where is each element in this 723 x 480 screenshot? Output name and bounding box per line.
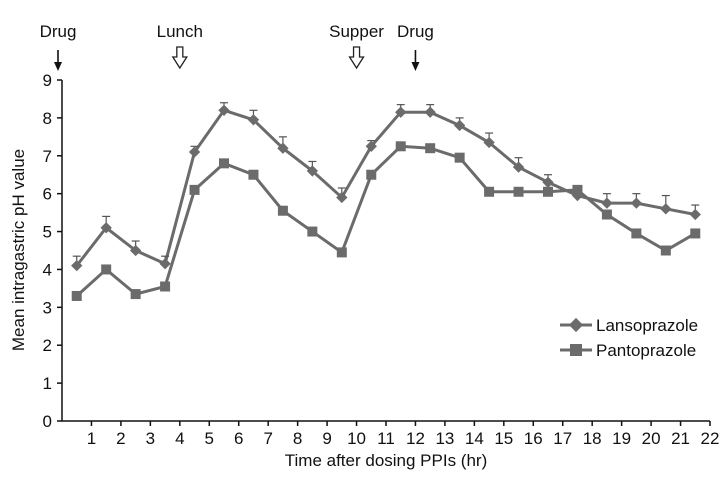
data-point-pantoprazole (307, 226, 318, 237)
legend: Lansoprazole Pantoprazole (560, 316, 698, 360)
x-tick-label: 22 (701, 429, 720, 448)
legend-marker-pantoprazole (570, 344, 582, 356)
hollow-arrow-down-icon (171, 46, 189, 70)
x-tick-label: 20 (642, 429, 661, 448)
data-point-pantoprazole (395, 141, 406, 152)
data-point-lansoprazole (336, 191, 348, 204)
x-tick-label: 4 (175, 429, 184, 448)
y-tick-label: 3 (43, 298, 52, 317)
data-point-lansoprazole (542, 176, 554, 188)
data-point-lansoprazole (483, 136, 495, 149)
x-tick-label: 14 (465, 429, 484, 448)
data-point-pantoprazole (543, 186, 553, 197)
data-point-lansoprazole (129, 244, 142, 257)
x-tick-label: 9 (322, 429, 331, 448)
legend-marker-lansoprazole (568, 317, 584, 333)
data-point-lansoprazole (689, 208, 701, 221)
y-axis-ticks: 0 1 2 3 4 5 6 7 8 9 (43, 71, 62, 431)
x-tick-label: 18 (583, 429, 602, 448)
data-point-lansoprazole (601, 197, 613, 209)
event-label-drug: Drug (397, 22, 434, 41)
x-axis-title: Time after dosing PPIs (hr) (285, 451, 488, 470)
x-tick-label: 15 (494, 429, 513, 448)
arrowhead-icon (411, 62, 420, 71)
y-tick-label: 1 (43, 374, 52, 393)
data-point-pantoprazole (425, 143, 436, 154)
event-label-lunch: Lunch (157, 22, 203, 41)
x-tick-label: 2 (116, 429, 125, 448)
data-point-pantoprazole (366, 169, 377, 180)
series-line-lansoprazole (75, 108, 696, 267)
event-label-drug: Drug (40, 22, 77, 41)
y-tick-label: 8 (43, 109, 52, 128)
data-point-pantoprazole (631, 228, 642, 239)
y-tick-label: 2 (43, 336, 52, 355)
x-tick-label: 12 (406, 429, 425, 448)
data-point-pantoprazole (572, 184, 583, 195)
x-tick-label: 16 (524, 429, 543, 448)
arrowhead-icon (54, 62, 62, 71)
legend-label-lansoprazole: Lansoprazole (596, 316, 698, 335)
data-point-lansoprazole (306, 165, 319, 177)
data-point-pantoprazole (454, 152, 465, 163)
x-tick-label: 19 (612, 429, 631, 448)
data-point-lansoprazole (660, 203, 672, 215)
data-point-pantoprazole (101, 264, 112, 275)
x-axis-ticks: 1 2 3 4 5 6 7 8 9 10 11 12 13 14 15 16 17 18 19 20 21 22 (87, 421, 720, 448)
x-tick-label: 17 (553, 429, 572, 448)
data-point-lansoprazole (424, 106, 436, 118)
series-markers (71, 104, 701, 301)
x-tick-label: 11 (377, 429, 395, 448)
x-tick-label: 21 (671, 429, 690, 448)
data-point-lansoprazole (277, 142, 289, 154)
y-tick-label: 0 (43, 412, 52, 431)
event-annotations: Drug Lunch Supper Drug (40, 22, 434, 71)
data-point-pantoprazole (660, 245, 671, 256)
data-point-lansoprazole (159, 258, 171, 270)
data-point-lansoprazole (512, 161, 525, 173)
data-point-pantoprazole (690, 228, 701, 239)
legend-label-pantoprazole: Pantoprazole (596, 341, 696, 360)
data-point-pantoprazole (601, 209, 612, 220)
hollow-arrow-down-icon (348, 46, 365, 70)
y-tick-label: 5 (43, 223, 52, 242)
data-point-pantoprazole (277, 205, 288, 216)
y-tick-label: 4 (43, 260, 52, 279)
series-line-pantoprazole (75, 144, 697, 298)
y-axis-title: Mean intragastric pH value (9, 149, 28, 351)
data-point-lansoprazole (630, 197, 643, 209)
x-tick-label: 3 (146, 429, 155, 448)
x-tick-label: 10 (347, 429, 366, 448)
y-tick-label: 9 (43, 71, 52, 90)
data-point-pantoprazole (484, 186, 495, 197)
data-point-lansoprazole (365, 140, 377, 152)
x-tick-label: 6 (234, 429, 243, 448)
x-tick-label: 5 (205, 429, 214, 448)
data-point-pantoprazole (130, 289, 141, 300)
y-tick-label: 6 (43, 185, 52, 204)
data-point-pantoprazole (189, 184, 200, 195)
x-tick-label: 8 (293, 429, 302, 448)
event-label-supper: Supper (329, 22, 384, 41)
data-point-pantoprazole (160, 281, 171, 292)
x-tick-label: 13 (435, 429, 454, 448)
series-lines (75, 108, 697, 298)
data-point-pantoprazole (219, 158, 229, 169)
data-point-pantoprazole (336, 247, 347, 258)
x-tick-label: 1 (87, 429, 96, 448)
x-tick-label: 7 (263, 429, 272, 448)
data-point-pantoprazole (71, 290, 82, 301)
data-point-lansoprazole (188, 146, 201, 158)
data-point-pantoprazole (513, 186, 524, 197)
y-tick-label: 7 (43, 147, 52, 166)
data-point-pantoprazole (248, 169, 259, 180)
